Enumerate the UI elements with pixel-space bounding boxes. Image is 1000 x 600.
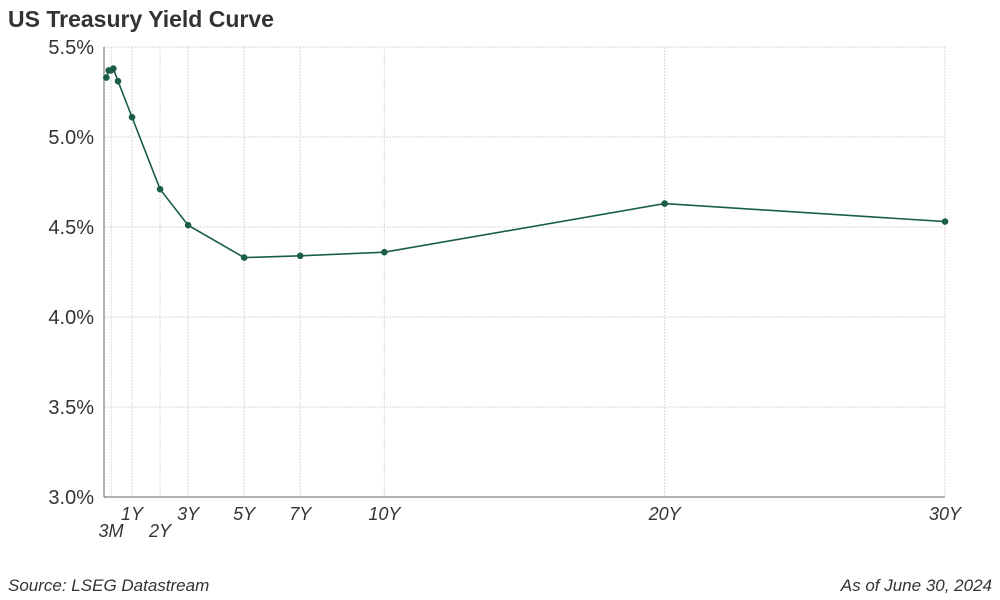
- yield-point: [110, 65, 117, 72]
- yield-point: [114, 77, 122, 85]
- y-tick-label: 3.0%: [48, 487, 94, 509]
- yield-point: [661, 200, 668, 207]
- y-tick-label: 5.5%: [48, 37, 94, 59]
- yield-point: [240, 254, 248, 261]
- x-tick-label: 7Y: [289, 504, 313, 524]
- yield-point: [156, 185, 164, 193]
- y-tick-label: 4.5%: [48, 217, 94, 239]
- yield-curve-line: [105, 67, 946, 259]
- y-tick-label: 4.0%: [48, 307, 94, 329]
- source-note: Source: LSEG Datastream: [8, 576, 210, 595]
- x-tick-label: 10Y: [368, 504, 402, 524]
- yield-point: [184, 221, 192, 229]
- yield-point: [296, 252, 304, 260]
- as-of-date: As of June 30, 2024: [840, 576, 992, 595]
- x-tick-label: 20Y: [648, 504, 683, 524]
- series-layer: [103, 65, 949, 261]
- x-tick-label: 2Y: [148, 521, 173, 541]
- x-tick-label: 30Y: [929, 504, 963, 524]
- grid-layer: [104, 46, 946, 497]
- chart-title: US Treasury Yield Curve: [8, 6, 274, 32]
- y-tick-label: 5.0%: [48, 127, 94, 149]
- yield-point: [381, 248, 388, 256]
- yield-point: [941, 218, 949, 225]
- x-tick-label: 5Y: [233, 504, 257, 524]
- axis-layer: [103, 47, 945, 498]
- y-tick-label: 3.5%: [48, 397, 94, 419]
- x-tick-label: 3M: [99, 521, 124, 541]
- yield-point: [128, 113, 136, 121]
- yield-point: [103, 74, 110, 81]
- x-tick-label: 3Y: [177, 504, 201, 524]
- x-tick-label: 1Y: [121, 504, 145, 524]
